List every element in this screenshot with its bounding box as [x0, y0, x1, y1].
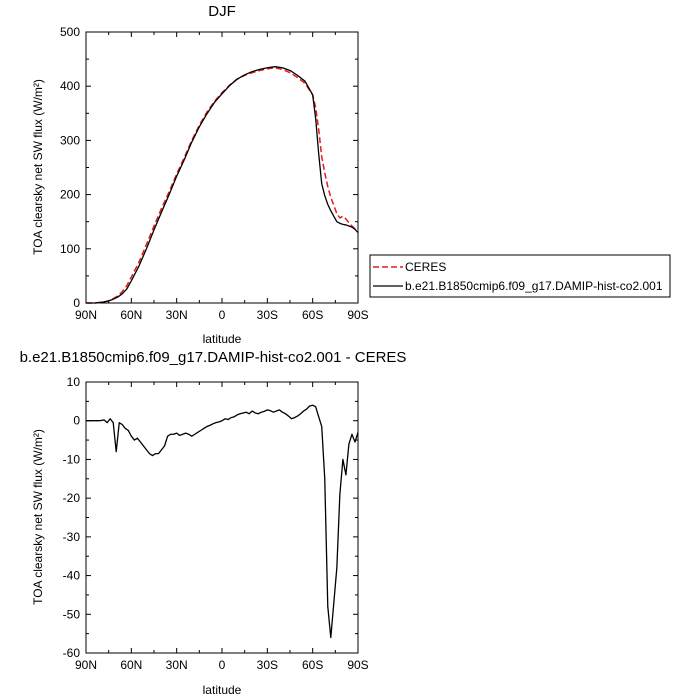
y-tick-label: -20	[63, 491, 81, 505]
y-tick-label: -10	[63, 452, 81, 466]
chart-title-bottom: b.e21.B1850cmip6.f09_g17.DAMIP-hist-co2.…	[20, 349, 407, 366]
x-tick-label: 60S	[302, 308, 323, 322]
y-tick-label: -40	[63, 569, 81, 583]
x-axis-label-top: latitude	[203, 332, 242, 346]
x-tick-label: 90S	[347, 658, 368, 672]
ticks-top: 90N 60N 30N 0 30S 60S 90S 0 100 200 300 400 500	[60, 25, 369, 322]
y-axis-label-bottom: TOA clearsky net SW flux (W/m²)	[31, 429, 45, 605]
legend-label-model: b.e21.B1850cmip6.f09_g17.DAMIP-hist-co2.…	[405, 279, 663, 293]
y-tick-label: 10	[67, 375, 81, 389]
legend-label-ceres: CERES	[405, 260, 446, 274]
y-tick-label: 0	[73, 296, 80, 310]
y-tick-label: 400	[60, 79, 80, 93]
plot-frame-top	[85, 31, 359, 304]
x-tick-label: 30S	[257, 308, 278, 322]
series-line-ceres	[86, 67, 359, 304]
x-axis-label-bottom: latitude	[203, 683, 242, 697]
y-tick-label: 300	[60, 133, 80, 147]
legend: CERES b.e21.B1850cmip6.f09_g17.DAMIP-his…	[369, 254, 671, 298]
x-tick-label: 60N	[120, 658, 142, 672]
y-tick-label: 100	[60, 242, 80, 256]
x-tick-label: 30N	[166, 308, 188, 322]
bottom-panel: b.e21.B1850cmip6.f09_g17.DAMIP-hist-co2.…	[20, 349, 407, 697]
y-tick-label: 200	[60, 188, 80, 202]
x-tick-label: 90N	[75, 658, 97, 672]
x-tick-label: 0	[219, 658, 226, 672]
legend-box	[369, 254, 671, 298]
x-tick-label: 90S	[347, 308, 368, 322]
x-tick-label: 0	[219, 308, 226, 322]
ticks-bottom: 90N 60N 30N 0 30S 60S 90S -60 -50 -40 -30 -20 -10 0 10	[63, 375, 369, 672]
x-tick-label: 90N	[75, 308, 97, 322]
y-axis-label-top: TOA clearsky net SW flux (W/m²)	[31, 79, 45, 255]
x-tick-label: 30S	[257, 658, 278, 672]
x-tick-label: 60N	[120, 308, 142, 322]
y-tick-label: 500	[60, 25, 80, 39]
x-tick-label: 30N	[166, 658, 188, 672]
series-group-top	[86, 66, 359, 304]
y-tick-label: -30	[63, 530, 81, 544]
top-panel: DJF TOA clearsky net SW flux (W/m²) lati…	[31, 3, 369, 346]
chart-title-top: DJF	[208, 3, 236, 20]
series-line-model	[86, 66, 359, 304]
y-tick-label: -60	[63, 646, 81, 660]
plot-frame-bottom	[85, 381, 359, 654]
y-tick-label: 0	[73, 414, 80, 428]
y-tick-label: -50	[63, 607, 81, 621]
series-line-difference	[86, 404, 359, 639]
x-tick-label: 60S	[302, 658, 323, 672]
series-group-bottom	[86, 404, 359, 639]
